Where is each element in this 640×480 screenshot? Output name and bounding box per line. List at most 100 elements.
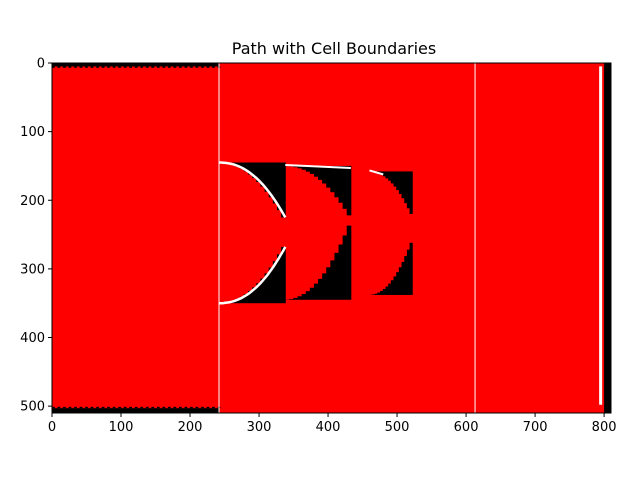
bottom-band-tooth [201, 406, 204, 409]
bottom-band-tooth [167, 406, 171, 409]
obstacle-step [409, 242, 413, 295]
bottom-band-tooth [173, 406, 177, 409]
y-tick-label: 0 [37, 57, 45, 72]
obstacle-step [318, 165, 323, 180]
bottom-band-tooth [134, 406, 138, 409]
top-band-tooth [184, 66, 188, 68]
obstacle-step [260, 162, 266, 187]
top-band-tooth [79, 66, 83, 68]
obstacle-step [385, 171, 389, 179]
bottom-band-tooth [123, 406, 127, 409]
obstacle-step [401, 171, 405, 199]
obstacle-step [342, 165, 348, 209]
x-tick-label: 200 [178, 420, 203, 435]
top-band-tooth [96, 66, 99, 68]
obstacle-step [281, 246, 286, 304]
y-axis: 0 100 200 300 400 500 [20, 57, 52, 415]
top-band-tooth [134, 66, 138, 68]
bottom-band-tooth [52, 406, 55, 409]
bottom-band-tooth [96, 406, 99, 409]
obstacle-step [401, 261, 405, 295]
bottom-band-tooth [212, 406, 215, 409]
bottom-band-tooth [162, 406, 166, 409]
top-band-tooth [63, 66, 66, 68]
obstacle-step [398, 171, 403, 195]
obstacle-step [293, 297, 299, 300]
bottom-band [52, 408, 220, 413]
obstacle-step [338, 244, 344, 300]
obstacle-step [334, 252, 340, 300]
bottom-band-tooth [90, 406, 94, 409]
x-tick-label: 800 [592, 420, 617, 435]
bottom-band-tooth [195, 406, 199, 409]
obstacle-step [297, 165, 303, 169]
top-band-tooth [145, 66, 149, 68]
obstacle-step [396, 171, 400, 191]
obstacle-step [252, 287, 257, 304]
top-band [52, 63, 220, 67]
obstacle-step [239, 296, 245, 304]
bottom-band-tooth [74, 406, 77, 409]
bottom-band-tooth [156, 406, 160, 409]
obstacle-step [377, 292, 381, 295]
obstacle-step [346, 225, 352, 300]
obstacle-step [247, 162, 253, 175]
x-tick-label: 300 [247, 420, 272, 435]
top-band-tooth [118, 66, 122, 68]
obstacle-step [326, 267, 331, 300]
obstacle-step [409, 171, 413, 214]
obstacle-step [243, 294, 249, 304]
obstacle-step [235, 162, 241, 167]
bottom-band-tooth [190, 406, 193, 409]
obstacle-step [406, 249, 411, 295]
obstacle-step [301, 294, 307, 300]
bottom-band-tooth [85, 406, 88, 409]
obstacle-step [398, 267, 403, 295]
top-band-tooth [190, 66, 193, 68]
obstacle-step [322, 165, 327, 184]
x-axis: 0 100 200 300 400 500 600 700 800 [48, 413, 617, 435]
obstacle-step [264, 273, 270, 304]
top-band-tooth [162, 66, 166, 68]
path-curve-bottom [219, 246, 287, 305]
bottom-band-tooth [145, 406, 149, 409]
bottom-band-tooth [101, 406, 105, 409]
x-tick-label: 400 [316, 420, 341, 435]
x-tick-label: 700 [523, 420, 548, 435]
bottom-band-tooth [184, 406, 188, 409]
obstacle-step [272, 261, 278, 304]
obstacle-step [322, 273, 327, 300]
bottom-band-tooth [63, 406, 66, 409]
arc-1-top [219, 162, 286, 218]
obstacle-step [305, 291, 311, 300]
obstacle-step [247, 290, 253, 304]
obstacle-step [239, 162, 245, 169]
obstacle-step [268, 162, 274, 198]
obstacle-step [393, 276, 397, 295]
obstacle-step [393, 171, 397, 187]
obstacle-step [268, 267, 274, 304]
top-band-tooth [201, 66, 204, 68]
y-tick-label: 400 [20, 331, 45, 346]
obstacle-step [301, 165, 307, 170]
obstacle-step [374, 293, 378, 295]
obstacle-step [235, 298, 241, 304]
obstacle-step [309, 165, 315, 174]
obstacle-step [346, 165, 352, 216]
top-band-tooth [212, 66, 215, 68]
right-band [604, 63, 611, 413]
obstacle-step [289, 299, 294, 300]
obstacle-step [281, 162, 286, 218]
arc-2-bottom [285, 225, 352, 300]
bottom-band-tooth [112, 406, 116, 409]
obstacle-step [342, 235, 348, 300]
obstacle-step [305, 165, 311, 172]
obstacle-step [264, 162, 270, 192]
obstacle-step [380, 290, 384, 295]
top-band-tooth [107, 66, 110, 68]
obstacle-step [372, 294, 376, 295]
obstacle-step [243, 162, 249, 172]
top-band-tooth [74, 66, 77, 68]
top-band-tooth [129, 66, 133, 68]
